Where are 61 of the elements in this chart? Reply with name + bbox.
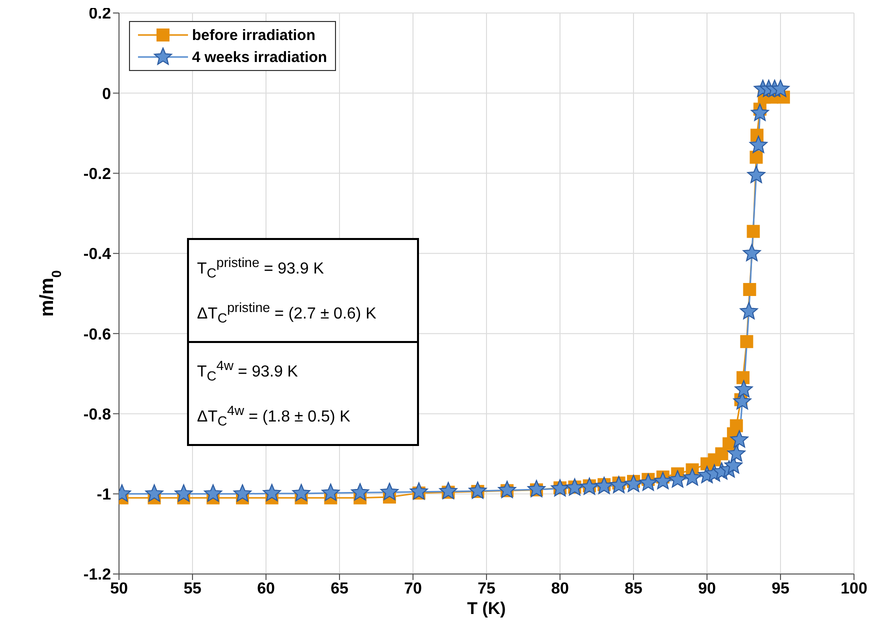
point — [595, 476, 614, 494]
point — [262, 484, 281, 502]
x-tick-label: 75 — [478, 580, 496, 598]
text-box: T$_{C}$$^{pristine}$ = 93.9 K ΔT$_{C}$$^{pristine}$ = (2.7 ± 0.6) K — [187, 238, 419, 344]
x-tick-label: 65 — [330, 580, 348, 598]
point — [683, 468, 702, 486]
y-tick-label: -0.6 — [83, 326, 112, 344]
point — [292, 484, 310, 502]
point — [610, 476, 628, 494]
point — [727, 444, 746, 462]
point — [498, 480, 516, 498]
point — [174, 484, 193, 502]
point — [749, 136, 768, 154]
x-tick-label: 80 — [551, 580, 569, 598]
point — [746, 224, 760, 238]
point — [410, 482, 428, 500]
point — [736, 371, 750, 384]
x-tick-label: 100 — [840, 580, 868, 598]
point — [351, 483, 370, 500]
point — [734, 380, 753, 398]
y-tick-label: -0.8 — [83, 406, 112, 424]
point — [743, 282, 756, 296]
point — [233, 484, 252, 502]
y-tick-label: -1 — [96, 486, 112, 504]
legend-label: 4 weeks irradiation — [192, 48, 328, 66]
point — [527, 480, 546, 498]
x-tick-label: 50 — [110, 580, 128, 598]
y-tick-label: -0.4 — [83, 246, 112, 264]
point — [740, 302, 758, 320]
point — [730, 419, 743, 432]
point — [750, 150, 763, 164]
point — [730, 430, 748, 448]
point — [639, 474, 658, 491]
text-box: T$_{C}$$^{4w}$ = 93.9 K ΔT$_{C}$$^{4w}$ = (1.8 ± 0.5) K — [187, 341, 419, 446]
point — [380, 482, 399, 500]
legend-label: before irradiation — [192, 26, 316, 44]
point — [145, 484, 164, 502]
x-axis-title: T (K) — [467, 599, 506, 618]
y-tick-label: 0 — [102, 86, 112, 103]
point — [204, 484, 222, 502]
point — [715, 447, 728, 460]
point — [654, 472, 672, 490]
y-tick-label: -0.2 — [83, 166, 112, 183]
x-tick-label: 85 — [624, 580, 642, 598]
point — [439, 482, 458, 500]
point — [771, 80, 790, 97]
x-tick-label: 70 — [404, 580, 422, 598]
x-tick-label: 95 — [772, 580, 790, 598]
point — [322, 484, 340, 501]
point — [550, 479, 570, 496]
point — [747, 166, 766, 184]
x-tick-label: 90 — [698, 580, 716, 598]
point — [750, 104, 769, 121]
point — [668, 470, 687, 488]
point — [740, 335, 754, 348]
point — [742, 244, 761, 262]
x-tick-label: 60 — [257, 580, 275, 598]
point — [468, 482, 487, 499]
y-tick-label: -1.2 — [83, 566, 112, 584]
point — [624, 474, 643, 492]
x-tick-label: 55 — [184, 580, 202, 598]
